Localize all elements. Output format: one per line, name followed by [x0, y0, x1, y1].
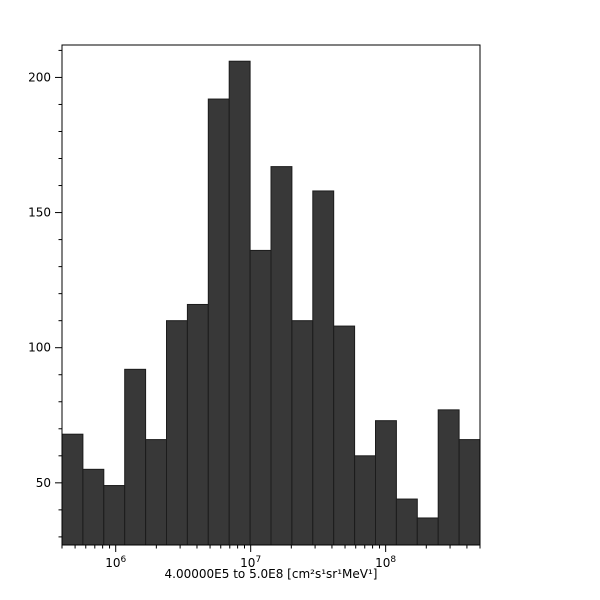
histogram-bar [437, 409, 460, 546]
axes-group [61, 44, 481, 546]
histogram-bar [416, 517, 439, 546]
histogram-bar [228, 60, 251, 546]
histogram-bar [395, 498, 418, 546]
y-tick-label: 200 [28, 70, 51, 84]
histogram-bar [270, 166, 293, 546]
histogram-bar [82, 468, 105, 546]
histogram-bar [312, 190, 335, 546]
x-axis-label: 4.00000E5 to 5.0E8 [cm²s¹sr¹MeV¹] [165, 567, 378, 581]
histogram-bar [145, 439, 168, 546]
histogram-bar [458, 439, 481, 546]
histogram-bar [291, 320, 314, 546]
x-tick-label: 108 [375, 555, 396, 570]
x-tick-label: 107 [240, 555, 261, 570]
histogram-bar [249, 249, 272, 546]
histogram-bar [207, 98, 230, 546]
tick-labels-group: 50 100 150 200 106 107 108 [28, 70, 396, 570]
histogram-bar [61, 433, 84, 546]
histogram-bar [166, 320, 188, 546]
histogram-bar [186, 303, 209, 546]
y-tick-label: 150 [28, 206, 51, 220]
plot-frame [61, 44, 481, 546]
y-tick-label: 100 [28, 341, 51, 355]
y-tick-label: 50 [36, 476, 51, 490]
histogram-bar [375, 420, 397, 546]
histogram-bar [124, 368, 147, 546]
x-tick-label: 106 [105, 555, 126, 570]
histogram-bar [103, 485, 126, 546]
histogram-bar [333, 325, 356, 546]
ticks-group [55, 49, 481, 552]
bars-group [61, 60, 481, 546]
histogram-bar [354, 455, 377, 546]
